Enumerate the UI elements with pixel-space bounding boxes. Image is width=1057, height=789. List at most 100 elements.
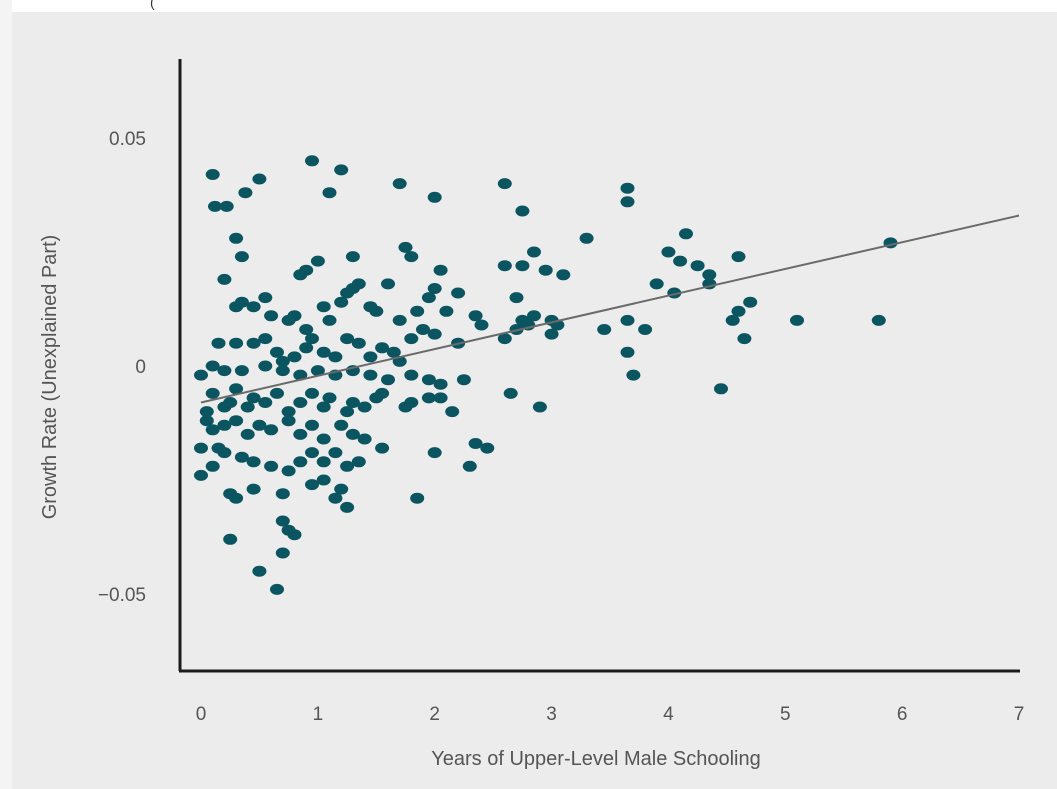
data-point: [351, 456, 366, 468]
data-point: [462, 460, 477, 472]
data-point: [345, 251, 360, 263]
data-point: [287, 310, 302, 322]
y-tick-labels: 0.05 0 −0.05: [98, 129, 146, 606]
data-point: [240, 428, 255, 440]
data-point: [287, 351, 302, 363]
data-point: [264, 310, 279, 322]
data-point: [293, 428, 308, 440]
data-point: [503, 387, 518, 399]
data-point: [281, 406, 296, 418]
data-point: [234, 365, 249, 377]
data-point: [334, 419, 349, 431]
data-point: [217, 447, 232, 459]
data-point: [287, 529, 302, 541]
data-point: [421, 374, 436, 386]
data-point: [363, 369, 378, 381]
data-point: [229, 415, 244, 427]
x-tick-label: 5: [780, 704, 791, 725]
data-point: [299, 324, 314, 335]
data-point: [597, 324, 612, 335]
data-point: [205, 169, 220, 180]
data-point: [743, 296, 758, 308]
data-point: [234, 451, 249, 463]
data-point: [369, 305, 384, 317]
data-point: [509, 292, 524, 304]
data-point: [217, 419, 232, 431]
data-point: [246, 456, 261, 468]
data-point: [480, 442, 495, 454]
y-tick-label: 0: [135, 357, 146, 378]
data-point: [205, 460, 220, 472]
data-point: [638, 324, 653, 335]
data-point: [334, 296, 349, 308]
data-point: [229, 232, 244, 244]
data-point: [351, 337, 366, 349]
data-point: [281, 465, 296, 477]
points-layer: [194, 155, 898, 595]
data-point: [270, 387, 284, 399]
data-point: [702, 269, 717, 281]
data-point: [626, 369, 641, 381]
data-point: [340, 460, 355, 472]
data-point: [252, 173, 267, 185]
data-point: [451, 287, 466, 299]
data-point: [258, 333, 273, 345]
data-point: [381, 374, 395, 386]
data-point: [871, 314, 886, 326]
x-tick-labels: 0 1 2 3 4 5 6 7: [196, 704, 1025, 725]
scatter-chart: 0 1 2 3 4 5 6 7 0.05 0 −0.05 Years of Upper-Level…: [39, 59, 1025, 770]
data-point: [316, 433, 331, 445]
data-point: [217, 365, 232, 377]
data-point: [275, 355, 290, 367]
data-point: [305, 155, 319, 167]
data-point: [427, 447, 442, 459]
data-point: [258, 292, 273, 304]
data-point: [340, 501, 355, 513]
data-point: [223, 397, 238, 408]
data-point: [258, 360, 273, 372]
data-point: [725, 314, 740, 326]
data-point: [240, 401, 255, 413]
data-point: [223, 533, 238, 545]
data-point: [427, 328, 442, 340]
data-point: [427, 191, 442, 203]
data-point: [270, 583, 284, 595]
data-point: [264, 460, 279, 472]
data-point: [246, 392, 261, 404]
y-tick-label: −0.05: [98, 585, 146, 606]
data-point: [234, 296, 249, 308]
data-point: [305, 419, 319, 431]
data-point: [194, 469, 208, 481]
data-point: [293, 269, 308, 281]
data-point: [229, 337, 244, 349]
data-point: [328, 447, 343, 459]
data-point: [205, 424, 220, 436]
data-point: [392, 178, 407, 190]
data-point: [433, 378, 448, 390]
data-point: [229, 492, 244, 504]
data-point: [281, 415, 296, 427]
data-point: [293, 369, 308, 381]
data-point: [468, 310, 483, 322]
trendline: [200, 214, 1020, 404]
data-point: [690, 260, 705, 272]
data-point: [527, 246, 541, 258]
data-point: [199, 415, 214, 427]
data-point: [194, 369, 208, 381]
data-point: [316, 474, 331, 486]
data-point: [421, 392, 436, 404]
data-point: [293, 456, 308, 468]
data-point: [219, 200, 234, 212]
data-point: [544, 328, 559, 340]
data-point: [497, 260, 512, 272]
data-point: [474, 319, 489, 331]
data-point: [731, 251, 746, 263]
data-point: [620, 314, 635, 326]
data-point: [357, 401, 372, 413]
data-point: [579, 232, 594, 244]
x-tick-label: 0: [196, 704, 207, 725]
data-point: [357, 433, 372, 445]
data-point: [532, 401, 547, 413]
data-point: [305, 447, 319, 459]
data-point: [416, 324, 430, 335]
